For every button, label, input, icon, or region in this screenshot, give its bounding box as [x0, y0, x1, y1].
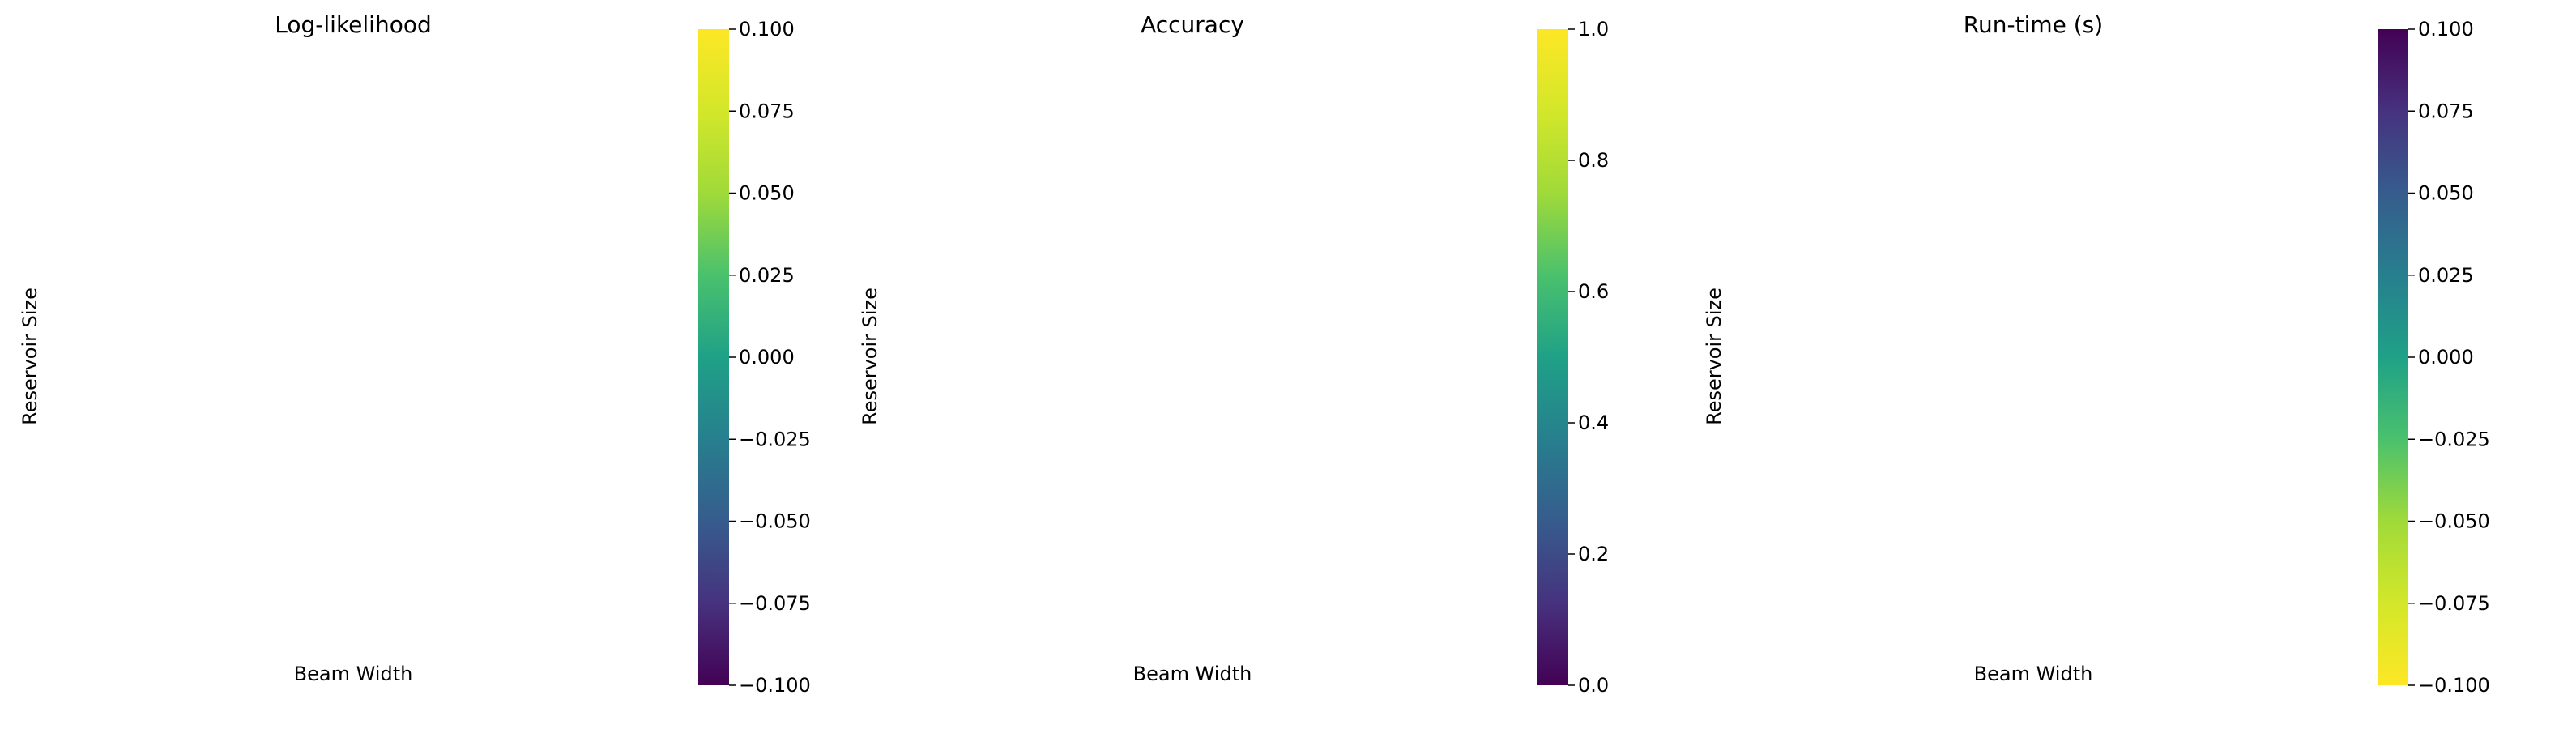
x-axis-label: Beam Width: [1133, 663, 1252, 685]
chart-title: Run-time (s): [1964, 11, 2103, 38]
colorbar: 0.0 0.2 0.4 0.6 0.8 1.0: [1537, 18, 1609, 697]
colorbar-tick-label: 0.000: [2418, 346, 2474, 369]
colorbar-tick-label: −0.025: [2418, 428, 2490, 450]
colorbar-tick-label: 0.050: [739, 182, 795, 205]
colorbar-tick-label: 0.050: [2418, 182, 2474, 205]
heatmap-panel-run-time: Run-time (s) Reservoir Size Beam Width −…: [1703, 0, 2576, 729]
colorbar-tick-label: −0.100: [739, 674, 811, 697]
heatmap-svg-run-time: Run-time (s) Reservoir Size Beam Width −…: [1703, 11, 2490, 697]
colorbar-gradient: [698, 29, 729, 685]
colorbar-tick-label: 0.100: [739, 18, 795, 40]
colorbar-tick-label: 0.4: [1578, 411, 1609, 434]
heatmap-svg-accuracy: Accuracy Reservoir Size Beam Width 0.00.…: [859, 11, 1609, 697]
colorbar-tick-label: 0.075: [739, 100, 795, 122]
colorbar-tick-label: 0.075: [2418, 100, 2474, 122]
colorbar: −0.100 −0.075 −0.050 −0.025 0.000 0.025 0.050 0…: [698, 18, 811, 697]
y-axis-label: Reservoir Size: [19, 288, 41, 425]
y-axis-label: Reservoir Size: [1703, 288, 1725, 425]
colorbar-gradient: [2378, 29, 2408, 685]
colorbar-tick-label: 0.025: [2418, 264, 2474, 287]
colorbar-tick-label: −0.075: [739, 592, 811, 615]
colorbar: −0.100 −0.075 −0.050 −0.025 0.000 0.025 0.050 0…: [2378, 18, 2490, 697]
colorbar-tick-label: 0.000: [739, 346, 795, 369]
chart-title: Log-likelihood: [275, 11, 431, 38]
x-axis-label: Beam Width: [294, 663, 413, 685]
chart-title: Accuracy: [1141, 11, 1244, 38]
colorbar-tick-label: 0.6: [1578, 280, 1609, 303]
colorbar-tick-label: 0.2: [1578, 543, 1609, 565]
colorbar-tick-label: −0.100: [2418, 674, 2490, 697]
colorbar-tick-label: −0.050: [739, 510, 811, 533]
colorbar-tick-label: 0.8: [1578, 149, 1609, 172]
colorbar-tick-label: 0.0: [1578, 674, 1609, 697]
colorbar-gradient: [1537, 29, 1568, 685]
heatmap-panel-log-likelihood: Log-likelihood Reservoir Size Beam Width…: [0, 0, 859, 729]
y-axis-label: Reservoir Size: [859, 288, 881, 425]
colorbar-tick-label: −0.025: [739, 428, 811, 450]
colorbar-tick-label: 0.100: [2418, 18, 2474, 40]
colorbar-tick-label: −0.050: [2418, 510, 2490, 533]
colorbar-tick-label: 1.0: [1578, 18, 1609, 40]
heatmap-panel-accuracy: Accuracy Reservoir Size Beam Width 0.0 0.…: [859, 0, 1717, 729]
x-axis-label: Beam Width: [1974, 663, 2093, 685]
colorbar-tick-label: −0.075: [2418, 592, 2490, 615]
colorbar-tick-label: 0.025: [739, 264, 795, 287]
heatmap-svg-log-likelihood: Log-likelihood Reservoir Size Beam Width…: [19, 11, 811, 697]
